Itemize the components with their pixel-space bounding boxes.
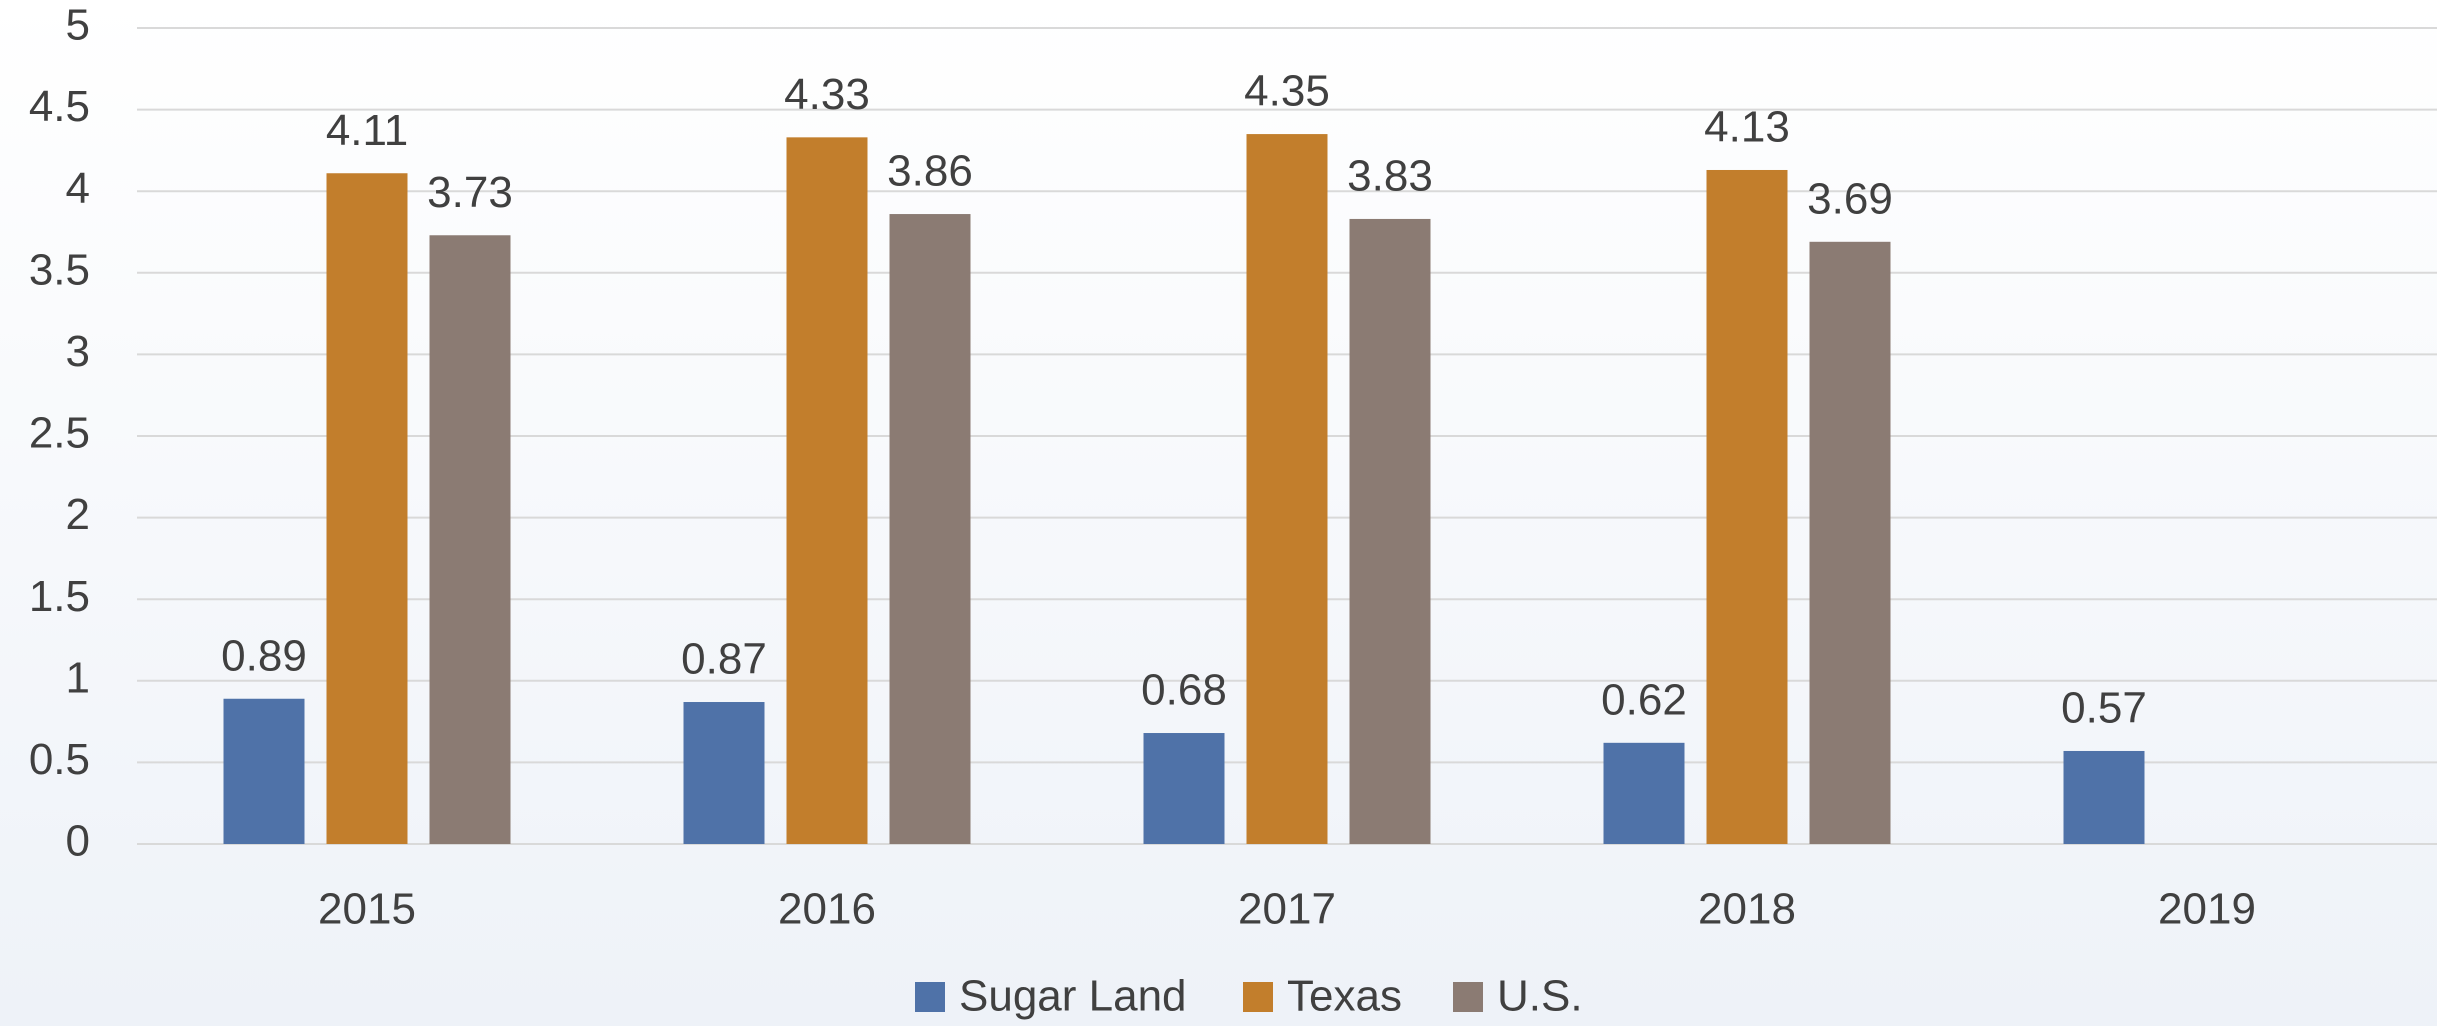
data-label: 4.35 — [1244, 67, 1330, 116]
data-label: 3.83 — [1347, 152, 1433, 201]
y-tick-label: 5 — [66, 1, 90, 50]
x-tick-label: 2016 — [778, 885, 876, 934]
data-label: 3.69 — [1807, 174, 1893, 223]
bar — [223, 698, 305, 844]
bar — [1809, 241, 1891, 845]
data-label: 0.68 — [1141, 666, 1227, 715]
bar — [683, 702, 765, 844]
bar — [1143, 733, 1225, 844]
legend-swatch — [915, 982, 945, 1012]
bar — [2063, 750, 2145, 844]
x-tick-label: 2017 — [1238, 885, 1336, 934]
y-tick-label: 1 — [66, 653, 90, 702]
legend-swatch — [1453, 982, 1483, 1012]
y-tick-label: 0 — [66, 817, 90, 866]
legend-label: Texas — [1287, 972, 1402, 1021]
y-tick-label: 0.5 — [29, 735, 90, 784]
x-tick-label: 2018 — [1698, 885, 1796, 934]
x-tick-label: 2015 — [318, 885, 416, 934]
legend-label: U.S. — [1497, 972, 1583, 1021]
bar — [326, 173, 408, 845]
x-tick-label: 2019 — [2158, 885, 2256, 934]
bar — [429, 235, 511, 844]
y-tick-label: 2.5 — [29, 409, 90, 458]
y-tick-label: 2 — [66, 490, 90, 539]
y-tick-label: 4.5 — [29, 82, 90, 131]
y-tick-label: 3 — [66, 327, 90, 376]
data-label: 4.11 — [326, 106, 408, 155]
data-label: 0.62 — [1601, 675, 1687, 724]
bar — [1349, 218, 1431, 845]
bar — [1706, 169, 1788, 844]
data-label: 0.89 — [221, 631, 307, 680]
data-label: 4.33 — [784, 70, 870, 119]
data-label: 3.86 — [887, 147, 973, 196]
bar — [1603, 742, 1685, 844]
legend-swatch — [1243, 982, 1273, 1012]
legend-label: Sugar Land — [959, 972, 1187, 1021]
bar — [786, 137, 868, 844]
y-tick-label: 3.5 — [29, 245, 90, 294]
data-label: 3.73 — [427, 168, 513, 217]
data-label: 0.57 — [2061, 684, 2147, 733]
data-label: 0.87 — [681, 635, 767, 684]
y-tick-label: 4 — [66, 164, 90, 213]
bar — [889, 214, 971, 845]
bar — [1246, 134, 1328, 844]
y-tick-label: 1.5 — [29, 572, 90, 621]
data-label: 4.13 — [1704, 103, 1790, 152]
